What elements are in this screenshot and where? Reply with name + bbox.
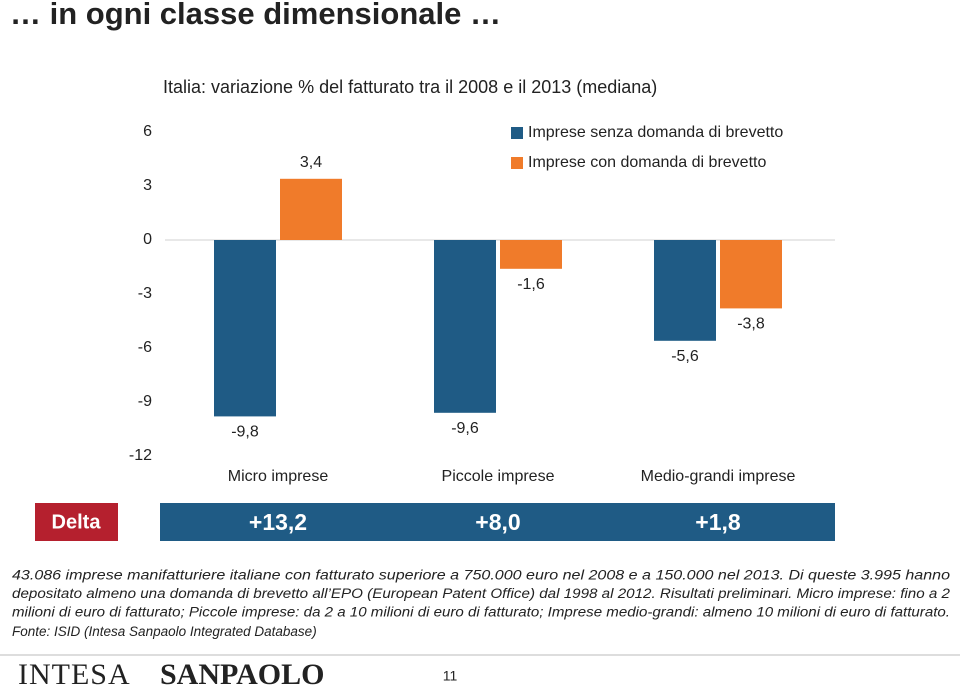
legend-swatch	[511, 157, 523, 169]
y-tick-label: -9	[138, 393, 152, 410]
bar	[280, 178, 342, 240]
slide-title: … in ogni classe dimensionale …	[10, 0, 501, 31]
bar	[720, 240, 782, 309]
value-label: -3,8	[737, 316, 765, 333]
chart-title: Italia: variazione % del fatturato tra i…	[163, 77, 657, 97]
value-label: 3,4	[300, 154, 322, 171]
y-tick-label: -12	[129, 447, 152, 464]
delta-bar	[160, 503, 835, 541]
note-line: Fonte: ISID (Intesa Sanpaolo Integrated …	[12, 624, 317, 639]
chart-subtitle: (mediana)	[576, 77, 657, 97]
note-line: depositato almeno una domanda di brevett…	[12, 586, 951, 601]
delta-value: +13,2	[249, 509, 307, 535]
value-label: -1,6	[517, 276, 545, 293]
bar	[214, 240, 276, 417]
y-tick-label: -3	[138, 285, 152, 302]
value-label: -9,8	[231, 424, 259, 441]
bar	[434, 240, 496, 413]
delta-value: +8,0	[475, 509, 520, 535]
logo-left: INTESA	[18, 658, 131, 691]
legend-swatch	[511, 127, 523, 139]
y-tick-label: 0	[143, 231, 152, 248]
value-label: -9,6	[451, 420, 479, 437]
y-tick-label: 3	[143, 177, 152, 194]
delta-label: Delta	[52, 511, 102, 533]
legend-label: Imprese con domanda di brevetto	[528, 154, 766, 171]
x-tick-label: Piccole imprese	[442, 468, 555, 485]
y-tick-label: -6	[138, 339, 152, 356]
logo-right: SANPAOLO	[160, 658, 324, 691]
x-tick-label: Micro imprese	[228, 468, 329, 485]
bar	[654, 240, 716, 341]
chart-title-main: Italia: variazione % del fatturato tra i…	[163, 77, 571, 97]
delta-label-box	[35, 503, 118, 541]
value-label: -5,6	[671, 348, 699, 365]
bar	[500, 240, 562, 269]
delta-value: +1,8	[695, 509, 741, 535]
legend-label: Imprese senza domanda di brevetto	[528, 124, 783, 141]
note-line: 43.086 imprese manifatturiere italiane c…	[12, 568, 951, 583]
page-number: 11	[443, 668, 458, 684]
y-tick-label: 6	[143, 123, 152, 140]
note-line: milioni di euro di fatturato; Piccole im…	[12, 605, 950, 620]
x-tick-label: Medio-grandi imprese	[641, 468, 796, 485]
